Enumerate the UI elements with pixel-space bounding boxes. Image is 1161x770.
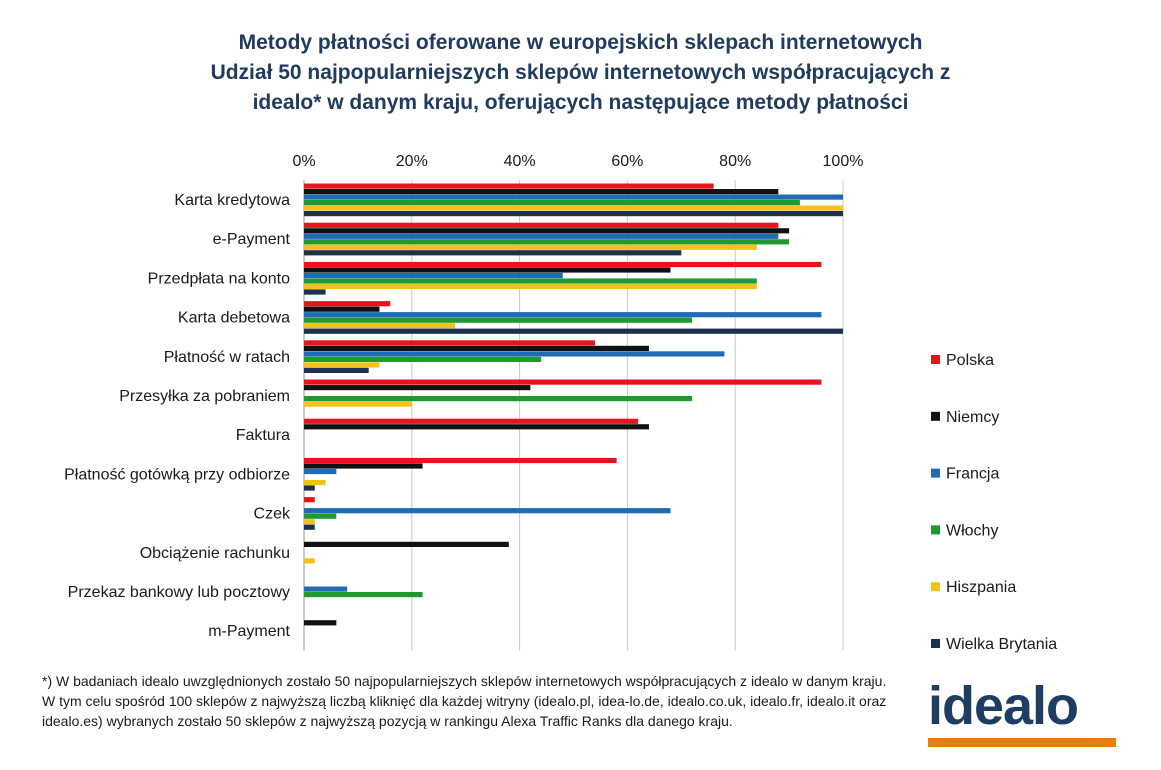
- bar-niemcy: [304, 385, 531, 391]
- bar-wielka-brytania: [304, 250, 682, 256]
- bar-francja: [304, 233, 779, 239]
- bar-wielka-brytania: [304, 289, 326, 295]
- x-tick-label: 40%: [504, 153, 536, 170]
- bar-hiszpania: [304, 519, 315, 525]
- legend-swatch: [931, 582, 940, 592]
- bar-hiszpania: [304, 362, 380, 368]
- bar-polska: [304, 418, 639, 424]
- chart-title: Metody płatności oferowane w europejskic…: [0, 28, 1161, 118]
- bar-polska: [304, 497, 315, 503]
- bar-niemcy: [304, 424, 649, 430]
- category-label: Przesyłka za pobraniem: [119, 388, 290, 405]
- bar-niemcy: [304, 267, 671, 273]
- bar-niemcy: [304, 541, 509, 547]
- bar-polska: [304, 183, 714, 189]
- bar-niemcy: [304, 620, 337, 626]
- legend-label: Niemcy: [946, 409, 999, 426]
- category-label: Karta debetowa: [178, 310, 290, 327]
- bar-polska: [304, 222, 779, 228]
- bar-wielka-brytania: [304, 524, 315, 530]
- legend-label: Hiszpania: [946, 579, 1016, 596]
- bar-polska: [304, 340, 596, 346]
- logo-text: idealo: [928, 676, 1079, 736]
- bar-włochy: [304, 356, 542, 362]
- x-tick-label: 60%: [611, 153, 643, 170]
- legend-label: Włochy: [946, 522, 998, 539]
- footnote: *) W badaniach idealo uwzględnionych zos…: [42, 673, 887, 729]
- bar-hiszpania: [304, 283, 757, 290]
- category-label: e-Payment: [213, 231, 291, 248]
- bar-niemcy: [304, 228, 790, 234]
- x-tick-label: 100%: [823, 153, 864, 170]
- title-line-2: Udział 50 najpopularniejszych sklepów in…: [210, 61, 951, 84]
- idealo-logo: idealo: [928, 676, 1118, 747]
- legend-swatch: [931, 355, 940, 364]
- bar-hiszpania: [304, 479, 326, 486]
- title-line-1: Metody płatności oferowane w europejskic…: [238, 31, 923, 54]
- bar-francja: [304, 312, 822, 318]
- x-tick-label: 80%: [719, 153, 751, 170]
- bar-włochy: [304, 592, 423, 598]
- bar-włochy: [304, 200, 800, 206]
- bar-niemcy: [304, 463, 423, 469]
- bar-włochy: [304, 278, 757, 284]
- category-label: Czek: [254, 506, 291, 523]
- bar-francja: [304, 586, 348, 592]
- bar-francja: [304, 351, 725, 357]
- bar-francja: [304, 194, 843, 200]
- logo-underline: [928, 738, 1116, 747]
- bar-polska: [304, 457, 617, 464]
- legend-label: Francja: [946, 466, 999, 483]
- category-label: Faktura: [236, 427, 290, 444]
- legend-label: Polska: [946, 352, 994, 369]
- category-label: Przekaz bankowy lub pocztowy: [68, 584, 290, 601]
- bar-hiszpania: [304, 244, 757, 250]
- category-label: m-Payment: [208, 623, 290, 640]
- bar-hiszpania: [304, 558, 315, 564]
- bar-francja: [304, 468, 337, 475]
- legend-swatch: [931, 525, 940, 535]
- category-label: Karta kredytowa: [174, 192, 290, 209]
- bar-hiszpania: [304, 323, 455, 329]
- bar-hiszpania: [304, 205, 843, 211]
- x-tick-label: 20%: [396, 153, 428, 170]
- bar-włochy: [304, 239, 790, 245]
- bar-włochy: [304, 396, 693, 402]
- category-label: Płatność w ratach: [164, 349, 290, 366]
- bar-niemcy: [304, 345, 649, 351]
- title-line-3: idealo* w danym kraju, oferujących nastę…: [252, 91, 909, 114]
- x-tick-label: 0%: [292, 153, 315, 170]
- bar-polska: [304, 261, 822, 268]
- bar-wielka-brytania: [304, 328, 843, 334]
- bar-niemcy: [304, 189, 779, 195]
- bar-włochy: [304, 513, 337, 519]
- legend-label: Wielka Brytania: [946, 636, 1057, 653]
- legend-swatch: [931, 639, 940, 648]
- bar-francja: [304, 272, 563, 279]
- bar-włochy: [304, 317, 693, 323]
- category-label: Obciążenie rachunku: [140, 545, 290, 562]
- category-label: Przedpłata na konto: [148, 270, 290, 287]
- bar-hiszpania: [304, 401, 412, 407]
- legend-swatch: [931, 411, 940, 421]
- bar-polska: [304, 301, 391, 307]
- bar-wielka-brytania: [304, 485, 315, 491]
- bar-francja: [304, 508, 671, 514]
- bar-polska: [304, 379, 822, 385]
- bar-wielka-brytania: [304, 211, 843, 217]
- legend-swatch: [931, 468, 940, 478]
- category-label: Płatność gotówką przy odbiorze: [64, 466, 290, 483]
- bar-wielka-brytania: [304, 367, 369, 373]
- bar-niemcy: [304, 306, 380, 312]
